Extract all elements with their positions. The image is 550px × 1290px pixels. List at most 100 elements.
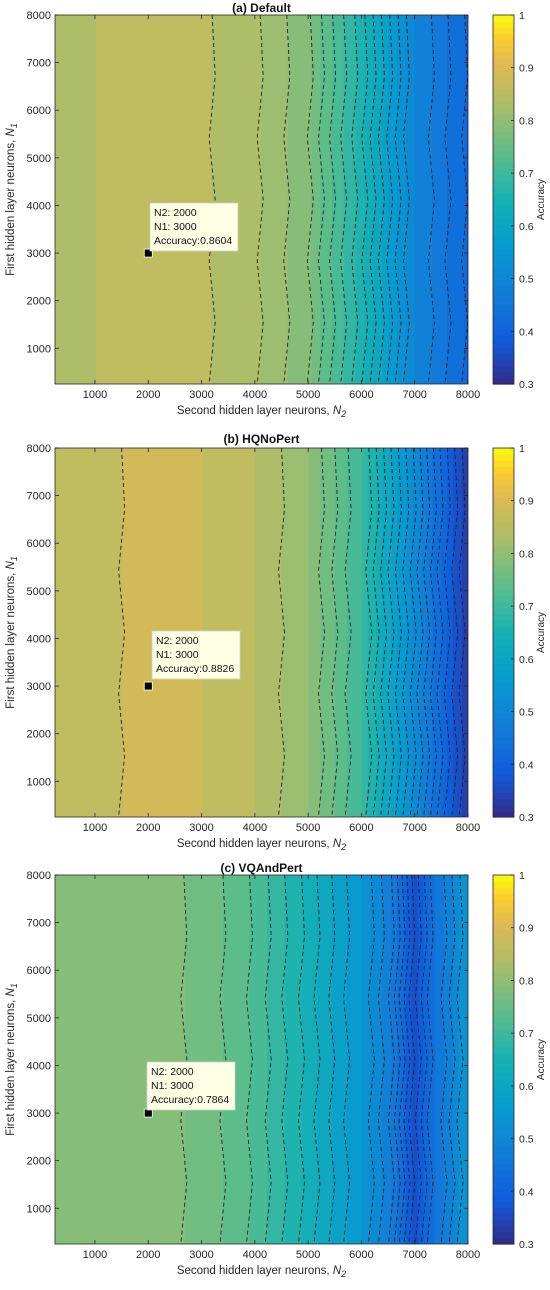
colorbar-segment: [493, 279, 514, 287]
colorbar-segment: [493, 737, 514, 744]
contour-line: [283, 15, 291, 384]
contour-band: [205, 15, 209, 384]
contour-band: [55, 448, 59, 817]
contour-band: [367, 875, 372, 1244]
contour-band: [458, 448, 463, 817]
colorbar-segment: [493, 743, 514, 750]
contour-band: [270, 15, 274, 384]
colorbar-segment: [493, 217, 514, 225]
contour-band: [379, 15, 383, 384]
contour-band: [75, 15, 80, 384]
contour-line: [448, 875, 456, 1244]
contour-band: [184, 15, 189, 384]
contour-band: [63, 875, 68, 1244]
contour-band: [166, 15, 171, 384]
contour-band: [458, 875, 463, 1244]
contour-band: [388, 875, 392, 1244]
colorbar-segment: [493, 558, 514, 566]
colorbar: 0.3 0.4 0.5 0.6 0.7 0.8 0.9 1 Accuracy: [492, 870, 547, 1251]
contour-band: [178, 875, 183, 1244]
colorbar-segment: [493, 291, 514, 299]
y-tick-label: 4000: [27, 200, 51, 212]
colorbar-tick-label: 0.6: [519, 654, 534, 666]
axes-frame: [54, 874, 469, 1245]
colorbar-segment: [493, 1071, 514, 1079]
colorbar-segment: [493, 546, 514, 554]
contour-band: [423, 15, 428, 384]
colorbar-segment: [493, 985, 514, 993]
contour-line: [246, 875, 253, 1244]
contour-band: [234, 15, 239, 384]
contour-line: [313, 875, 321, 1244]
contour-band: [461, 448, 466, 817]
contour-band: [131, 15, 136, 384]
contour-band: [128, 875, 133, 1244]
contour-band: [98, 875, 103, 1244]
colorbar-tick-label: 0.4: [519, 1186, 534, 1198]
contour-band: [408, 875, 413, 1244]
colorbar-segment: [493, 1121, 514, 1128]
contour-band: [110, 15, 115, 384]
x-tick-label: 1000: [83, 1249, 107, 1261]
contour-band: [57, 15, 62, 384]
contour-line: [344, 448, 352, 817]
contour-band: [98, 448, 103, 817]
contour-band: [452, 448, 457, 817]
contour-band: [349, 875, 354, 1244]
colorbar-segment: [493, 583, 514, 591]
colorbar-segment: [493, 267, 514, 274]
contour-band: [60, 448, 65, 817]
contour-band: [143, 15, 147, 384]
contour-band: [208, 875, 212, 1244]
contour-band: [391, 875, 395, 1244]
colorbar-segment: [493, 773, 514, 781]
x-tick-label: 8000: [456, 822, 480, 834]
colorbar-segment: [493, 911, 514, 919]
colorbar-segment: [493, 632, 514, 640]
contour-band: [385, 875, 389, 1244]
colorbar-segment: [493, 1145, 514, 1153]
contour-band: [432, 448, 437, 817]
datatip-line: N1: 3000: [154, 221, 197, 233]
colorbar-segment: [493, 905, 514, 913]
colorbar-segment: [493, 749, 514, 757]
contour-band: [423, 448, 428, 817]
colorbar-segment: [493, 340, 514, 348]
colorbar-segment: [493, 875, 514, 882]
contour-band: [93, 875, 97, 1244]
y-axis-label: First hidden layer neurons, N1: [5, 123, 19, 276]
colorbar-segment: [493, 64, 514, 71]
colorbar-segment: [493, 1151, 514, 1159]
axes-frame: [54, 14, 469, 385]
contour-band: [140, 448, 144, 817]
contour-band: [358, 15, 363, 384]
y-tick-label: 7000: [27, 918, 51, 930]
colorbar-segment: [493, 1157, 514, 1165]
contour-band: [402, 448, 407, 817]
contour-band: [181, 875, 186, 1244]
colorbar-frame: [492, 447, 515, 818]
colorbar-segment: [493, 1170, 514, 1177]
contour-band: [125, 15, 130, 384]
colorbar-segment: [493, 150, 514, 158]
contour-band: [104, 15, 109, 384]
contour-lines: [118, 448, 466, 817]
contour-band: [246, 15, 251, 384]
contour-band: [393, 875, 398, 1244]
contour-band: [396, 448, 401, 817]
contour-band: [131, 448, 136, 817]
colorbar-segment: [493, 316, 514, 324]
colorbar-segment: [493, 552, 514, 560]
contour-band: [240, 448, 245, 817]
x-tick-label: 7000: [402, 822, 426, 834]
contour-band: [264, 875, 268, 1244]
contour-band: [323, 15, 327, 384]
contour-band: [222, 15, 227, 384]
colorbar-segment: [493, 663, 514, 670]
contour-band: [228, 875, 233, 1244]
colorbar-tick-label: 1: [519, 10, 525, 22]
contour-band: [329, 875, 333, 1244]
contour-band: [87, 448, 91, 817]
contour-line: [377, 875, 385, 1244]
contour-band: [175, 875, 180, 1244]
